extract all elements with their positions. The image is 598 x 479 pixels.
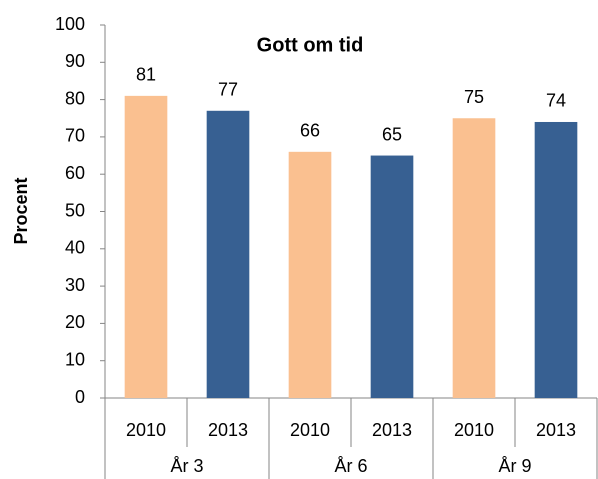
bar [452, 118, 496, 398]
chart-title: Gott om tid [257, 34, 364, 56]
y-tick-label: 0 [75, 387, 85, 407]
y-tick-label: 70 [65, 126, 85, 146]
bar [534, 121, 578, 398]
bar [206, 110, 250, 398]
y-tick-label: 20 [65, 312, 85, 332]
group-label: År 6 [334, 456, 367, 476]
x-tick-label: 2010 [290, 420, 330, 440]
data-label: 74 [546, 91, 566, 111]
bar [124, 95, 168, 399]
y-tick-label: 100 [55, 14, 85, 34]
data-label: 75 [464, 87, 484, 107]
x-tick-label: 2013 [372, 420, 412, 440]
y-tick-label: 60 [65, 163, 85, 183]
x-tick-label: 2013 [536, 420, 576, 440]
y-tick-label: 10 [65, 349, 85, 369]
data-label: 66 [300, 121, 320, 141]
y-tick-label: 90 [65, 51, 85, 71]
y-tick-label: 30 [65, 275, 85, 295]
y-axis-label: Procent [11, 177, 31, 244]
x-tick-label: 2013 [208, 420, 248, 440]
group-label: År 3 [170, 456, 203, 476]
group-label: År 9 [498, 456, 531, 476]
data-label: 77 [218, 80, 238, 100]
x-tick-label: 2010 [454, 420, 494, 440]
bar [288, 151, 332, 398]
y-tick-label: 50 [65, 200, 85, 220]
data-label: 65 [382, 124, 402, 144]
data-label: 81 [136, 65, 156, 85]
y-tick-label: 80 [65, 88, 85, 108]
bar [370, 155, 414, 398]
y-tick-label: 40 [65, 238, 85, 258]
x-tick-label: 2010 [126, 420, 166, 440]
